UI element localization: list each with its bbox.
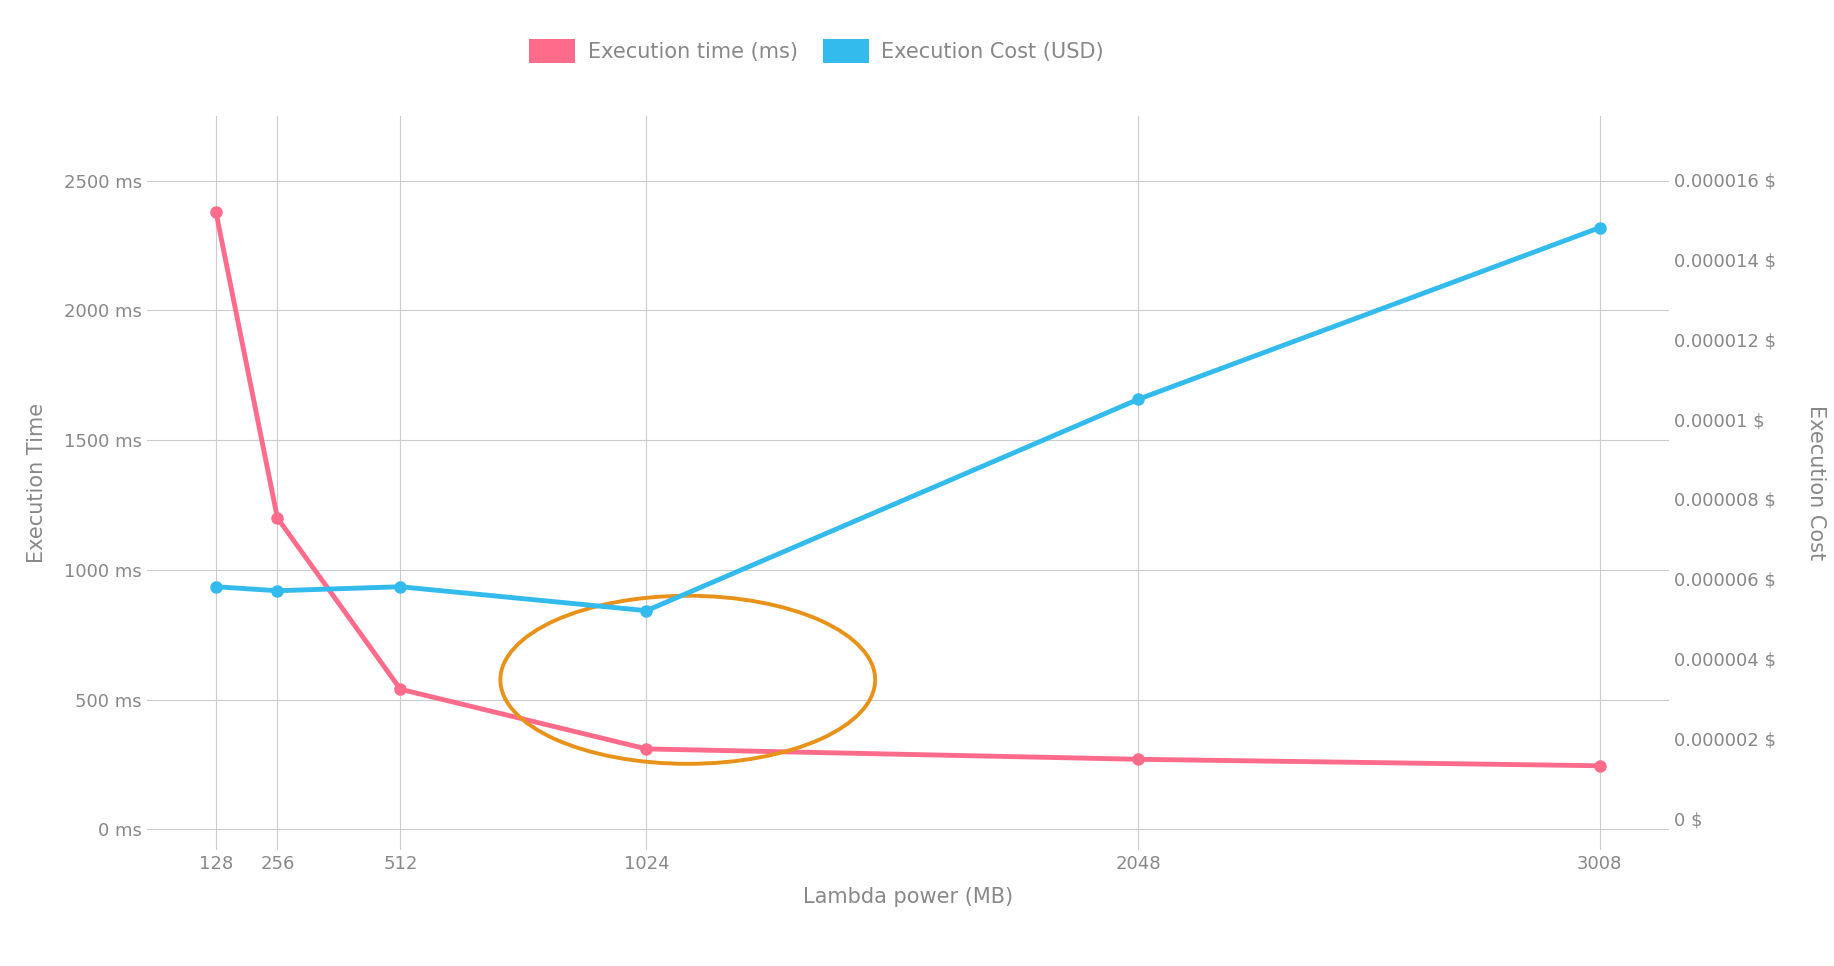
- Y-axis label: Execution Time: Execution Time: [28, 403, 48, 563]
- Y-axis label: Execution Cost: Execution Cost: [1806, 406, 1827, 560]
- X-axis label: Lambda power (MB): Lambda power (MB): [803, 887, 1012, 907]
- Legend: Execution time (ms), Execution Cost (USD): Execution time (ms), Execution Cost (USD…: [521, 31, 1111, 71]
